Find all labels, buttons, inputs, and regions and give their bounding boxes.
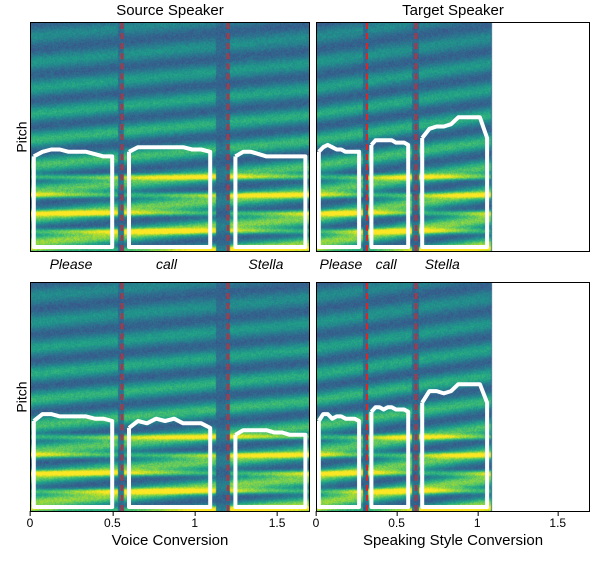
word-labels-row: Please call Stella Please call Stella [30, 256, 590, 278]
x-tick: 0 [27, 516, 34, 530]
word-label: Stella [425, 256, 460, 272]
x-tick: 0 [313, 516, 320, 530]
panel-voice-conversion [30, 282, 310, 512]
word-label: Please [320, 256, 363, 272]
title-voice-conversion: Voice Conversion [30, 532, 310, 549]
title-target-speaker: Target Speaker [316, 2, 590, 19]
panel-speaking-style-conversion [316, 282, 590, 512]
xticks-left: 0 0.5 1 1.5 [30, 512, 310, 530]
title-speaking-style-conversion: Speaking Style Conversion [316, 532, 590, 549]
pitch-overlay [31, 23, 309, 251]
pitch-overlay [317, 23, 589, 251]
x-tick: 1 [474, 516, 481, 530]
xticks-right: 0 0.5 1 1.5 [316, 512, 590, 530]
x-tick: 0.5 [388, 516, 405, 530]
ylabel-bottom: Pitch [14, 381, 30, 412]
ylabel-top: Pitch [14, 121, 30, 152]
x-tick: 1.5 [549, 516, 566, 530]
x-tick: 1.5 [269, 516, 286, 530]
title-source-speaker: Source Speaker [30, 2, 310, 19]
word-label: call [376, 256, 397, 272]
x-tick: 0.5 [104, 516, 121, 530]
panel-source-speaker [30, 22, 310, 252]
pitch-overlay [31, 283, 309, 511]
word-label: Stella [248, 256, 283, 272]
word-label: Please [50, 256, 93, 272]
x-tick: 1 [191, 516, 198, 530]
pitch-overlay [317, 283, 589, 511]
figure: Source Speaker Target Speaker Pitch Plea… [30, 2, 590, 572]
word-label: call [156, 256, 177, 272]
panel-target-speaker [316, 22, 590, 252]
